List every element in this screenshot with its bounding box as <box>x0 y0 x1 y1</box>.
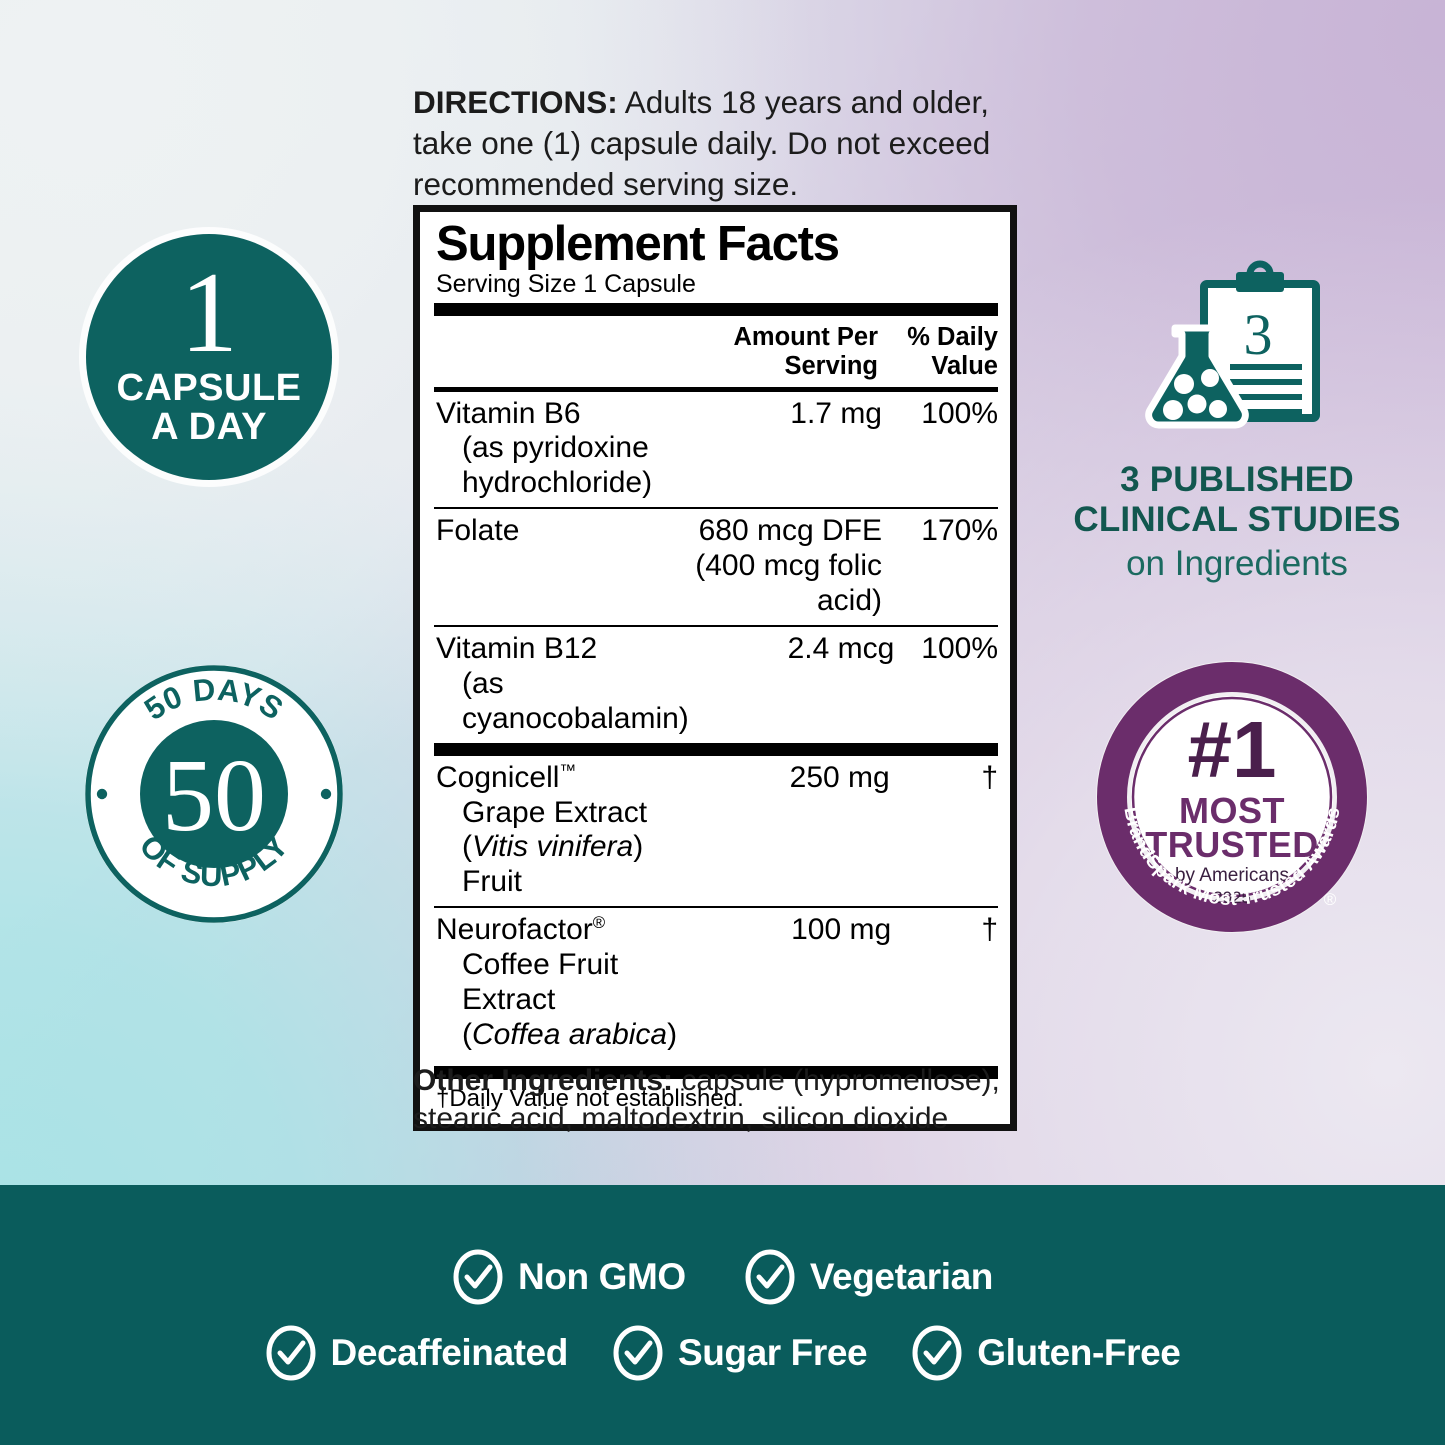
trusted-rank: #1 <box>1188 705 1277 794</box>
nutrient-daily-value: 100% <box>921 632 998 666</box>
trusted-line1: MOST <box>1179 790 1285 831</box>
claim-label: Non GMO <box>518 1256 686 1297</box>
claim-item: Gluten-Free <box>911 1324 1181 1382</box>
capsule-badge-line2: A DAY <box>151 406 267 449</box>
most-trusted-badge: #1 MOST TRUSTED by Americans 2025 BrandS… <box>1094 659 1370 935</box>
daily-value-header: % Daily Value <box>907 323 998 380</box>
check-circle-icon <box>266 1325 315 1381</box>
divider-under-headers <box>434 386 998 392</box>
nutrient-amount: 2.4 mcg <box>787 632 895 666</box>
trademark-mark: ™ <box>559 760 577 780</box>
claim-item: Decaffeinated <box>265 1324 568 1382</box>
claims-row-1: Non GMO Vegetarian <box>452 1248 993 1306</box>
other-ingredients-label: Other Ingredients: <box>413 1064 674 1097</box>
table-row: Vitamin B6 (as pyridoxine hydrochloride)… <box>434 392 998 507</box>
registered-mark: ® <box>592 913 606 933</box>
clinical-studies-subline: on Ingredients <box>1126 543 1348 583</box>
nutrient-name: Folate <box>436 514 520 548</box>
divider-row <box>434 624 998 628</box>
divider-row <box>434 506 998 510</box>
divider-row <box>434 905 998 909</box>
nutrient-amount: 100 mg <box>791 913 892 947</box>
check-circle-icon <box>453 1249 503 1305</box>
clipboard-flask-icon: 3 <box>1145 260 1320 429</box>
directions-text: DIRECTIONS: Adults 18 years and older, t… <box>413 82 1013 205</box>
claim-label: Gluten-Free <box>977 1332 1181 1373</box>
claim-label: Decaffeinated <box>330 1332 569 1373</box>
registered-mark: ® <box>1324 890 1337 909</box>
amount-per-serving-header: Amount Per Serving <box>733 323 878 380</box>
trusted-line3: by Americans <box>1175 865 1289 886</box>
table-row: Neurofactor® Coffee Fruit Extract (Coffe… <box>434 908 998 1058</box>
trusted-year: 2025 <box>1213 888 1251 907</box>
table-row: Vitamin B12 (as cyanocobalamin) 2.4 mcg … <box>434 627 998 742</box>
divider-thick-mid <box>434 742 998 756</box>
nutrient-amount: 1.7 mg <box>790 396 882 430</box>
clipboard-number: 3 <box>1244 302 1273 367</box>
nutrient-daily-value: 170% <box>921 514 998 548</box>
nutrient-daily-value: † <box>981 913 998 947</box>
claims-banner: Non GMO Vegetarian Decaffeinated <box>0 1185 1445 1445</box>
divider-thick-bottom <box>434 1065 998 1079</box>
nutrient-daily-value: † <box>981 760 998 794</box>
directions-body: Adults 18 years and older, take one (1) … <box>413 84 991 202</box>
divider-thick-top <box>434 303 998 317</box>
claim-item: Non GMO <box>452 1248 686 1306</box>
days-of-supply-badge: 50 DAYS OF SUPPLY 50 <box>80 660 348 928</box>
capsule-count-number: 1 <box>180 249 238 378</box>
nutrient-amount: 250 mg <box>789 760 890 794</box>
claim-item: Sugar Free <box>612 1324 868 1382</box>
capsule-badge-line1: CAPSULE <box>116 366 302 409</box>
table-row: Folate 680 mcg DFE (400 mcg folic acid) … <box>434 509 998 624</box>
nutrient-amount-detail: (400 mcg folic acid) <box>695 549 882 618</box>
clinical-studies-block: 3 3 PUBLISHED CLINICAL STUDIES on Ingred… <box>1042 258 1432 585</box>
nutrient-name: Vitamin B12 (as cyanocobalamin) <box>436 632 689 735</box>
claim-label: Vegetarian <box>809 1256 994 1297</box>
nutrient-botanical-name: (Vitis vinifera) Fruit <box>462 830 644 899</box>
trusted-line2: TRUSTED <box>1145 824 1319 865</box>
nutrient-name: Cognicell™ Grape Extract (Vitis vinifera… <box>434 761 692 900</box>
other-ingredients-body: capsule (hypromellose), stearic acid, ma… <box>413 1064 1000 1135</box>
claims-row-2: Decaffeinated Sugar Free Gluten-Free <box>265 1324 1181 1382</box>
claim-item: Vegetarian <box>744 1248 993 1306</box>
table-row: Cognicell™ Grape Extract (Vitis vinifera… <box>434 756 998 906</box>
serving-size: Serving Size 1 Capsule <box>436 269 696 298</box>
claim-label: Sugar Free <box>677 1332 868 1373</box>
clinical-studies-headline: 3 PUBLISHED CLINICAL STUDIES <box>1073 460 1401 539</box>
check-circle-icon <box>613 1325 663 1381</box>
supplement-facts-panel: Supplement Facts Serving Size 1 Capsule … <box>413 205 1017 1132</box>
nutrient-name: Neurofactor® Coffee Fruit Extract (Coffe… <box>434 913 697 1052</box>
check-circle-icon <box>912 1325 962 1381</box>
directions-label: DIRECTIONS: <box>413 84 618 120</box>
other-ingredients-text: Other Ingredients: capsule (hypromellose… <box>413 1062 1038 1138</box>
table-column-headers: Amount Per Serving % Daily Value <box>434 316 998 386</box>
nutrient-botanical-name: (Coffea arabica) <box>462 1017 678 1051</box>
supply-badge-number: 50 <box>162 738 266 853</box>
nutrient-amount: 680 mcg DFE (400 mcg folic acid) <box>670 514 882 618</box>
nutrient-name: Vitamin B6 (as pyridoxine hydrochloride) <box>436 396 653 500</box>
supplement-facts-title: Supplement Facts <box>436 217 840 271</box>
nutrient-daily-value: 100% <box>921 396 998 430</box>
check-circle-icon <box>745 1249 795 1305</box>
daily-value-footnote: †Daily Value not established. <box>436 1084 744 1112</box>
one-capsule-a-day-badge: 1 CAPSULE A DAY <box>86 234 332 480</box>
